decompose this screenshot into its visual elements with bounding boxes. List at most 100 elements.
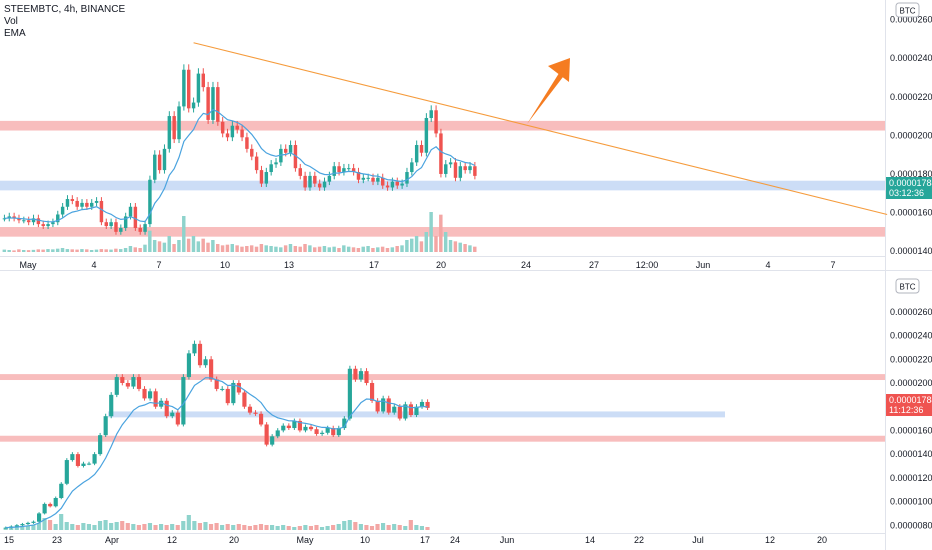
volume-bar [70,524,75,530]
volume-bar [214,523,219,530]
candle-body [201,73,205,88]
indicator-vol-label[interactable]: Vol [4,16,18,27]
candle-body [250,148,254,157]
volume-bar [182,216,186,252]
volume-bar [3,528,8,530]
candle-body [254,156,259,171]
candle-body [331,428,336,436]
volume-bar [192,521,197,530]
candle-body [70,454,75,461]
candle-body [2,218,7,220]
volume-bar [293,246,298,252]
bottom-currency-button[interactable]: BTC [895,278,920,294]
volume-bar [167,236,171,252]
candle-body [381,398,386,412]
candle-body [104,222,108,227]
candle-body [159,400,164,407]
candle-body [90,202,94,207]
volume-bar [131,524,136,530]
top-currency-button[interactable]: BTC [895,2,920,18]
volume-bar [85,249,89,252]
volume-bar [142,524,147,530]
volume-bar [89,250,94,252]
candle-body [274,162,278,165]
volume-bar [463,244,467,252]
candle-body [220,121,225,134]
volume-bar [381,523,386,530]
volume-bar [7,250,11,252]
volume-bar [157,241,162,252]
symbol-title[interactable]: STEEMBTC, 4h, BINANCE [4,4,126,15]
volume-bar [128,246,133,252]
candle-body [20,524,25,526]
volume-bar [99,249,104,252]
x-tick-label: Jun [696,260,711,270]
candle-body [136,377,142,389]
volume-bar [138,248,142,252]
volume-bar [283,245,288,252]
candle-body [109,394,114,417]
candle-body [64,460,69,484]
candle-body [25,522,31,525]
x-tick-label: 4 [765,260,770,270]
volume-bar [336,524,341,530]
volume-bar [270,525,275,530]
volume-bar [274,246,278,252]
volume-bar [473,246,477,252]
candle-body [182,69,186,107]
resistance-zone [0,374,885,381]
candle-body [142,388,147,399]
candle-body [332,166,336,176]
candle-body [298,168,302,176]
volume-bar [152,240,157,252]
indicator-ema-label[interactable]: EMA [4,28,26,39]
candle-body [342,168,346,173]
candle-body [65,199,70,207]
volume-bar [148,230,152,252]
volume-bar [361,246,365,252]
candle-body [264,172,269,184]
volume-bar [20,527,25,530]
candle-body [123,216,128,228]
candle-body [473,166,477,176]
candle-body [308,426,314,430]
candle-body [26,220,31,223]
y-tick-label: 0.00000800 [890,520,932,530]
candle-body [99,200,104,223]
candle-body [203,359,208,366]
volume-bar [390,247,395,252]
candle-body [429,110,433,118]
volume-bar [86,524,91,530]
candle-body [425,401,430,408]
volume-bar [136,525,141,530]
x-tick-label: 14 [585,535,595,545]
x-tick-label: 10 [220,260,230,270]
candle-body [167,116,172,149]
volume-bar [147,523,153,530]
volume-bar [424,232,428,252]
candle-body [86,463,92,465]
candle-body [138,227,142,232]
candle-body [114,377,119,395]
volume-bar [175,525,180,530]
x-tick-label: 20 [229,535,239,545]
candle-body [85,202,89,207]
volume-bar [247,526,252,530]
candle-body [231,382,236,404]
volume-bar [159,524,164,530]
bar-countdown: 03:12:36 [889,188,924,198]
x-tick-label: 24 [521,260,531,270]
candle-body [308,175,312,188]
candle-body [175,412,180,425]
candle-body [361,177,366,180]
candles [2,64,477,235]
candle-body [214,379,219,389]
